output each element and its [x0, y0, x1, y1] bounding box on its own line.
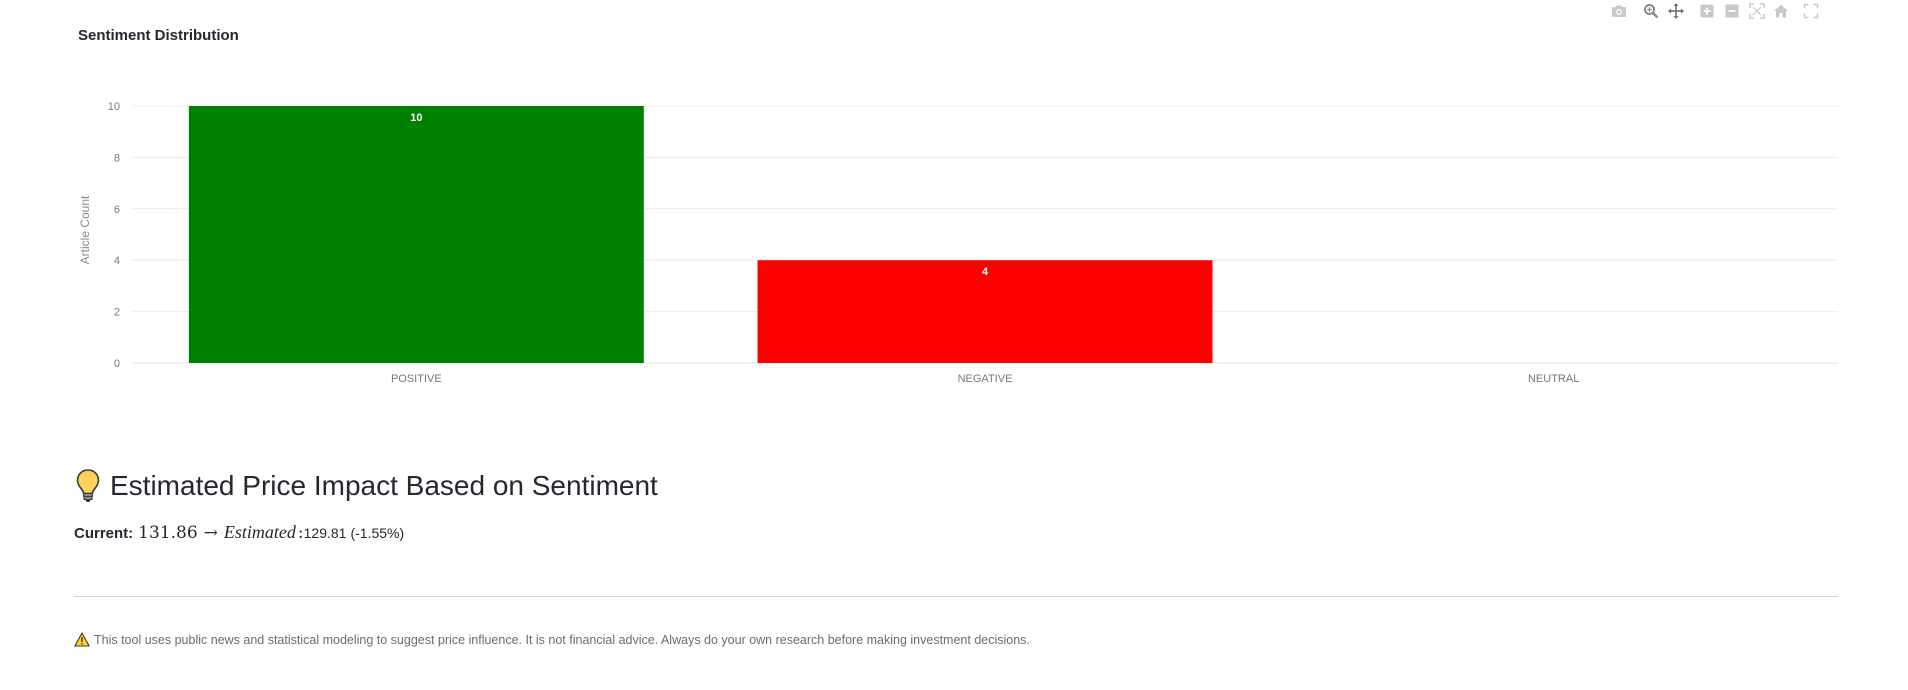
home-icon[interactable] — [1772, 2, 1790, 20]
bar-negative — [757, 260, 1213, 363]
y-tick-label: 6 — [114, 204, 120, 216]
warning-icon — [74, 632, 90, 647]
x-tick-label: NEGATIVE — [958, 373, 1013, 385]
chart-title: Sentiment Distribution — [78, 27, 239, 44]
estimated-colon: : — [297, 523, 304, 543]
y-tick-label: 8 — [114, 152, 120, 164]
bar-value-label: 10 — [410, 112, 422, 124]
disclaimer-text: This tool uses public news and statistic… — [94, 632, 1030, 647]
y-axis-title: Article Count — [78, 195, 92, 264]
zoom-icon[interactable] — [1642, 2, 1660, 20]
sentiment-bar-chart: 0 2 4 6 8 10 10 POSITIVE 4 NEGATIVE NEUTRAL Articl… — [78, 101, 1838, 385]
lightbulb-icon — [76, 469, 100, 502]
estimated-change: (-1.55%) — [350, 525, 405, 541]
current-label: Current: — [74, 525, 134, 542]
pan-icon[interactable] — [1667, 2, 1685, 20]
y-tick-label: 0 — [114, 358, 120, 370]
y-tick-label: 2 — [114, 307, 120, 319]
zoom-out-icon[interactable] — [1723, 2, 1741, 20]
price-impact-line: Current: 131.86 → Estimated : 129.81 (-1… — [74, 522, 404, 543]
price-impact-heading: Estimated Price Impact Based on Sentimen… — [74, 468, 658, 504]
zoom-in-icon[interactable] — [1698, 2, 1716, 20]
y-tick-label: 4 — [114, 255, 120, 267]
estimated-label: Estimated — [223, 522, 296, 542]
arrow-icon: → — [203, 523, 218, 543]
bar-value-label: 4 — [982, 266, 989, 278]
disclaimer: This tool uses public news and statistic… — [74, 632, 1030, 647]
divider — [74, 596, 1838, 597]
x-tick-label: POSITIVE — [391, 373, 442, 385]
y-tick-label: 10 — [108, 101, 120, 113]
current-value: 131.86 — [138, 523, 198, 543]
chart-labels: 0 2 4 6 8 10 10 POSITIVE 4 NEGATIVE NEUTRAL — [108, 101, 1580, 385]
price-impact-heading-text: Estimated Price Impact Based on Sentimen… — [110, 470, 658, 501]
x-tick-label: NEUTRAL — [1528, 373, 1579, 385]
bar-positive — [188, 106, 644, 363]
chart-modebar — [1610, 2, 1840, 20]
camera-icon[interactable] — [1610, 2, 1628, 20]
fullscreen-icon[interactable] — [1802, 2, 1820, 20]
chart-bars — [188, 106, 1213, 363]
estimated-value: 129.81 — [303, 525, 347, 541]
autoscale-icon[interactable] — [1748, 2, 1766, 20]
